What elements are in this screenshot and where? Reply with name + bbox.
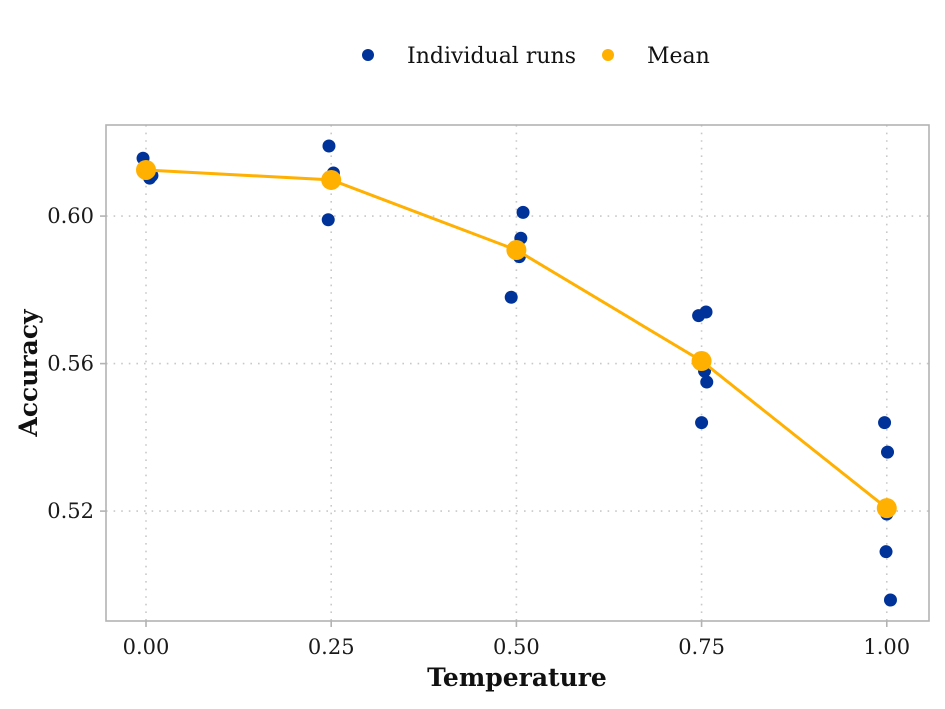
data-marks [136, 139, 897, 607]
legend-label-individual-runs: Individual runs [407, 44, 576, 69]
mean-point [876, 498, 897, 519]
gridlines [106, 125, 929, 621]
y-axis-title: Accuracy [14, 308, 43, 438]
legend-marker-mean [602, 49, 614, 61]
mean-point [136, 159, 157, 180]
x-tick-labels: 0.00 0.25 0.50 0.75 1.00 [123, 635, 911, 659]
legend-label-mean: Mean [647, 44, 710, 69]
axis-ticks [100, 215, 888, 627]
mean-point [321, 169, 342, 190]
plot-panel-border [105, 124, 930, 622]
run-point [881, 445, 895, 459]
run-point [878, 416, 892, 430]
y-tick-label: 0.56 [47, 352, 94, 376]
run-point [321, 213, 335, 227]
run-point [699, 305, 713, 319]
run-point [504, 290, 518, 304]
run-point [883, 593, 897, 607]
mean-point [506, 240, 527, 261]
x-tick-label: 0.50 [493, 635, 540, 659]
run-point [516, 205, 530, 219]
x-tick-label: 1.00 [863, 635, 910, 659]
x-tick-label: 0.75 [678, 635, 725, 659]
x-axis-title: Temperature [427, 663, 607, 692]
run-point [322, 139, 336, 153]
x-tick-label: 0.00 [123, 635, 170, 659]
legend: Individual runs Mean [362, 44, 710, 69]
mean-point [691, 351, 712, 372]
run-point [879, 545, 893, 559]
run-point [700, 375, 714, 389]
legend-marker-individual-runs [362, 49, 374, 61]
y-tick-labels: 0.52 0.56 0.60 [47, 204, 94, 523]
y-tick-label: 0.52 [47, 499, 94, 523]
x-tick-label: 0.25 [308, 635, 355, 659]
y-tick-label: 0.60 [47, 204, 94, 228]
run-point [695, 416, 709, 430]
